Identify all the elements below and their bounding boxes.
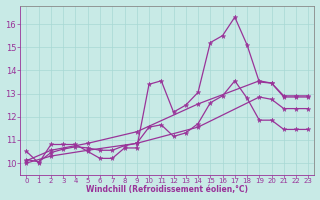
X-axis label: Windchill (Refroidissement éolien,°C): Windchill (Refroidissement éolien,°C) <box>86 185 248 194</box>
